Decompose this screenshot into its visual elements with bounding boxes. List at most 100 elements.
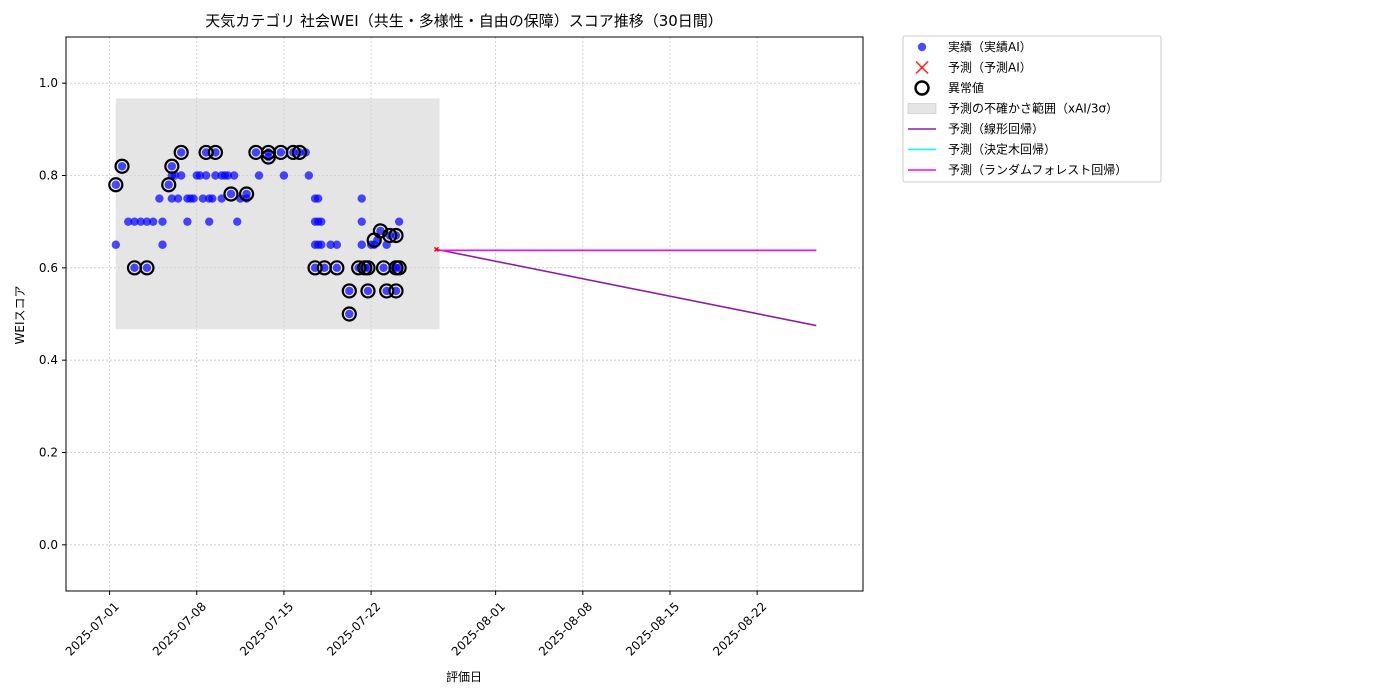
outlier-ring — [388, 227, 404, 244]
actual-point — [357, 240, 366, 249]
outlier-ring — [391, 260, 407, 276]
actual-point — [332, 263, 342, 273]
actual-point — [376, 226, 385, 236]
actual-point — [189, 194, 198, 203]
y-tick-label: 0.2 — [39, 446, 58, 460]
actual-point — [317, 217, 326, 226]
x-axis-label: 評価日 — [446, 669, 482, 684]
prediction-markers-layer — [433, 246, 440, 252]
x-tick-label: 2025-08-15 — [623, 599, 682, 658]
outlier-ring — [351, 260, 367, 276]
chart-title: 天気カテゴリ 社会WEI（共生・多様性・自由の保障）スコア推移（30日間） — [205, 12, 723, 30]
legend-swatch-band — [907, 103, 937, 114]
actual-point — [304, 171, 314, 180]
legend-marker-actual — [917, 42, 927, 52]
x-tick-label: 2025-07-08 — [150, 599, 209, 658]
actual-point — [164, 180, 173, 189]
actual-point — [217, 194, 226, 203]
actual-point — [345, 286, 354, 296]
outlier-ring — [341, 306, 357, 322]
outlier-ring — [139, 260, 155, 276]
legend-marker-prediction — [915, 60, 929, 75]
actual-point — [183, 217, 192, 226]
outlier-ring — [223, 186, 239, 202]
prediction-lines-layer — [436, 248, 817, 327]
outlier-ring — [379, 283, 395, 299]
actual-point — [155, 194, 164, 203]
outlier-ring — [341, 283, 357, 299]
actual-point — [111, 180, 121, 189]
actual-point — [136, 217, 145, 226]
actual-point — [198, 194, 208, 203]
outlier-ring — [114, 158, 130, 174]
actual-point — [223, 171, 233, 180]
outlier-ring — [238, 186, 255, 202]
y-tick-label: 0.4 — [39, 353, 58, 367]
outlier-rings-layer — [108, 144, 407, 322]
actual-point — [236, 194, 245, 203]
actual-point — [229, 171, 239, 180]
actual-point — [226, 189, 236, 199]
legend-label: 予測（決定木回帰） — [948, 142, 1056, 157]
y-tick-label: 0.0 — [39, 538, 58, 552]
actual-point — [332, 240, 342, 249]
actual-point — [124, 217, 133, 226]
actual-point — [251, 148, 261, 157]
actual-point — [148, 217, 158, 226]
actual-point — [130, 217, 139, 226]
legend-marker-outlier — [914, 80, 930, 96]
outlier-ring — [382, 227, 398, 244]
actual-point — [158, 217, 167, 226]
x-tick-label: 2025-07-22 — [324, 599, 383, 658]
outlier-ring — [360, 260, 376, 276]
legend-label: 予測（予測AI） — [948, 61, 1032, 75]
outlier-ring — [285, 144, 301, 161]
y-tick-label: 0.8 — [39, 169, 58, 183]
actual-point — [173, 194, 183, 203]
y-tick-label: 0.6 — [39, 261, 58, 275]
actual-point — [158, 240, 167, 249]
actual-point — [254, 171, 264, 180]
actual-point — [211, 171, 220, 180]
legend-label: 予測（線形回帰） — [948, 121, 1044, 136]
actual-point — [357, 217, 366, 226]
actual-point — [201, 171, 211, 180]
outlier-ring — [360, 283, 376, 299]
actual-point — [394, 217, 404, 226]
x-tick-label: 2025-08-22 — [710, 599, 769, 658]
x-axis-ticks: 2025-07-01 2025-07-08 2025-07-15 2025-07-22… — [63, 591, 769, 659]
legend-label: 異常値 — [948, 80, 984, 95]
actual-point — [167, 194, 177, 203]
outlier-ring — [198, 144, 214, 161]
outlier-ring — [173, 144, 189, 161]
actual-point — [176, 171, 186, 180]
actual-point — [142, 263, 152, 273]
actual-point — [276, 148, 286, 157]
actual-point — [176, 148, 186, 157]
legend-label: 予測（ランダムフォレスト回帰） — [948, 162, 1127, 177]
outlier-ring — [329, 260, 345, 276]
prediction-x-stroke — [433, 246, 440, 252]
outlier-ring — [291, 144, 308, 161]
actual-point — [379, 263, 388, 273]
actual-point — [317, 240, 326, 249]
y-tick-label: 1.0 — [39, 76, 58, 90]
actual-point — [345, 309, 354, 319]
x-tick-label: 2025-07-15 — [237, 599, 296, 658]
actual-point — [326, 240, 335, 249]
actual-point — [357, 194, 366, 203]
actual-point — [313, 194, 323, 203]
x-tick-label: 2025-08-01 — [449, 599, 508, 658]
actual-point — [205, 217, 214, 226]
actual-point — [208, 194, 217, 203]
actual-point — [130, 263, 139, 273]
outlier-ring — [307, 260, 323, 276]
actual-point — [142, 217, 152, 226]
actual-point — [167, 162, 177, 171]
outlier-ring — [161, 177, 177, 193]
actual-point — [279, 171, 289, 180]
x-tick-label: 2025-07-01 — [63, 599, 122, 658]
legend-label: 実績（実績AI） — [948, 39, 1032, 54]
